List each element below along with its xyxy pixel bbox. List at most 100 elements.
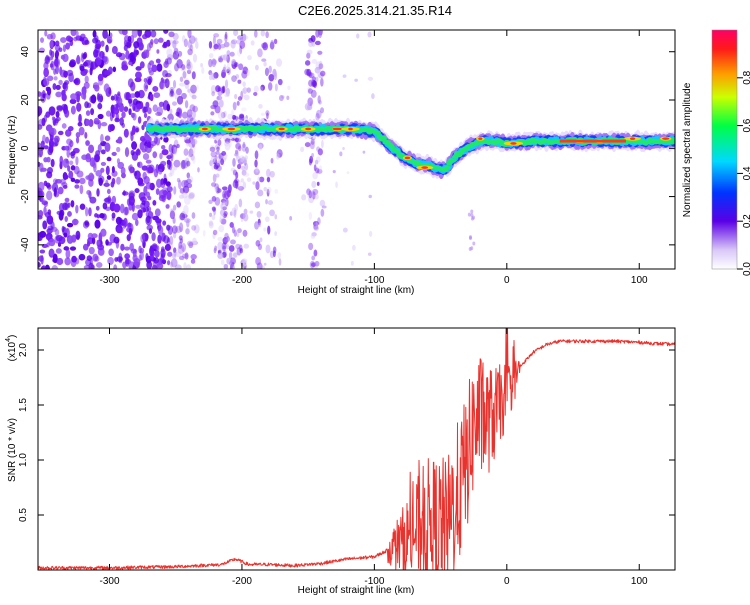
colorbar-tick-label: 0.4: [742, 166, 750, 180]
spectrogram-blob: [79, 184, 84, 195]
spectrogram-blob: [104, 142, 111, 152]
spectrogram-blob: [47, 225, 54, 231]
spectrogram-blob: [70, 177, 76, 182]
spectrogram-blob: [63, 174, 69, 180]
ridge-band: [388, 144, 395, 149]
spectrogram-blob: [135, 71, 142, 79]
spectrogram-blob: [152, 104, 158, 112]
spectrogram-blob: [231, 39, 238, 45]
spectrogram-blob: [169, 86, 175, 94]
spectrogram-blob: [61, 93, 67, 102]
spectrogram-blob: [114, 117, 120, 123]
spectrogram-blob: [102, 30, 108, 39]
spectrogram-blob: [46, 190, 53, 201]
spectrogram-blob: [107, 124, 113, 133]
spectrogram-blob: [185, 228, 190, 235]
spectrogram-blob: [187, 149, 193, 158]
spectrogram-blob: [228, 251, 233, 260]
spectrogram-blob: [154, 249, 160, 258]
spectrogram-blob: [83, 264, 91, 269]
spectrogram-blob: [308, 72, 315, 78]
spectrogram-blob: [211, 195, 217, 202]
spectrogram-blob: [111, 177, 116, 185]
spectrogram-blob: [218, 225, 225, 233]
spectrogram-blob: [181, 243, 187, 252]
spectrogram-blob: [201, 67, 205, 74]
spectrogram-blob: [244, 162, 249, 171]
spectrogram-blob: [173, 147, 178, 156]
spectrogram-blob: [254, 64, 259, 71]
spectrogram-blob: [86, 189, 92, 195]
spectrogram-image: [38, 30, 675, 269]
spectrogram-blob: [70, 30, 77, 37]
spectrogram-blob: [50, 158, 55, 168]
spectrogram-blob: [106, 241, 113, 246]
spectrogram-blob: [221, 151, 227, 156]
spectrogram-blob: [192, 109, 196, 119]
spectrogram-blob: [79, 65, 85, 72]
spectrogram-blob: [118, 52, 126, 61]
spectrogram-blob: [70, 105, 76, 115]
spectrogram-blob: [212, 173, 217, 183]
spectrogram-blob: [216, 95, 220, 102]
spectrogram-blob: [163, 60, 169, 69]
spectrogram-blob: [240, 213, 244, 223]
spectrogram-blob: [100, 40, 105, 47]
spectrogram-blob: [65, 158, 69, 164]
spectrogram-blob: [59, 155, 64, 166]
spectrogram-blob: [180, 159, 186, 170]
spectrogram-blob: [67, 126, 74, 132]
ridge-hotspot-core: [332, 127, 343, 131]
spectrogram-blob: [315, 76, 319, 82]
spectrogram-blob: [147, 107, 152, 115]
snr-x-axis-label: Height of straight line (km): [298, 585, 415, 596]
spectrogram-blob: [219, 214, 225, 220]
spectrogram-blob: [312, 172, 318, 180]
spectrogram-blob: [231, 75, 237, 82]
spectrogram-blob: [145, 164, 153, 174]
spectrogram-blob: [137, 30, 142, 37]
spectrogram-blob: [49, 39, 54, 49]
ridge-hotspot-core: [404, 156, 411, 160]
y-tick-label: 20: [20, 94, 31, 106]
ridge-hotspot-core: [421, 166, 428, 169]
spectrogram-blob: [186, 109, 193, 118]
spectrogram-blob: [142, 106, 147, 114]
spectrogram-blob: [192, 155, 196, 164]
spectrogram-blob: [232, 101, 237, 111]
spectrogram-blob: [63, 246, 69, 251]
spectrogram-blob: [165, 204, 170, 209]
spectrogram-blob: [44, 56, 51, 65]
spectrogram-blob: [209, 72, 213, 78]
spectrogram-blob: [139, 135, 146, 142]
spectrogram-blob: [123, 246, 130, 251]
spectrogram-blob: [318, 60, 323, 70]
spectrogram-blob: [157, 168, 163, 175]
spectrogram-blob: [100, 167, 105, 173]
ridge-hotspot-core: [478, 137, 483, 140]
spectrogram-blob: [68, 61, 76, 68]
spectrogram-blob: [315, 167, 320, 174]
spectrogram-blob: [45, 136, 50, 144]
spectrogram-blob: [53, 57, 61, 68]
spectrogram-blob: [176, 201, 182, 208]
spectrogram-blob: [51, 265, 58, 269]
ridge-band: [449, 158, 457, 163]
snr-scale-label: (x104): [5, 335, 18, 362]
spectrogram-blob: [38, 106, 43, 116]
spectrogram-blob: [151, 243, 158, 250]
spectrogram-blob: [247, 55, 252, 61]
spectrogram-blob: [167, 153, 174, 159]
spectrogram-blob: [227, 113, 234, 120]
spectrogram-blob: [243, 243, 250, 249]
spectrogram-blob: [187, 88, 191, 93]
spectrogram-blob: [190, 153, 195, 161]
spectrogram-blob: [120, 243, 125, 251]
spectrogram-blob: [313, 221, 317, 227]
colorbar-tick-label: 0.2: [742, 214, 750, 228]
spectrogram-blob: [470, 216, 474, 221]
spectrogram-blob: [258, 176, 265, 183]
snr-x-ticks: -300 -200 -100 0 100: [100, 328, 648, 587]
spectrogram-blob: [175, 111, 180, 117]
spectrogram-blob: [306, 52, 311, 59]
